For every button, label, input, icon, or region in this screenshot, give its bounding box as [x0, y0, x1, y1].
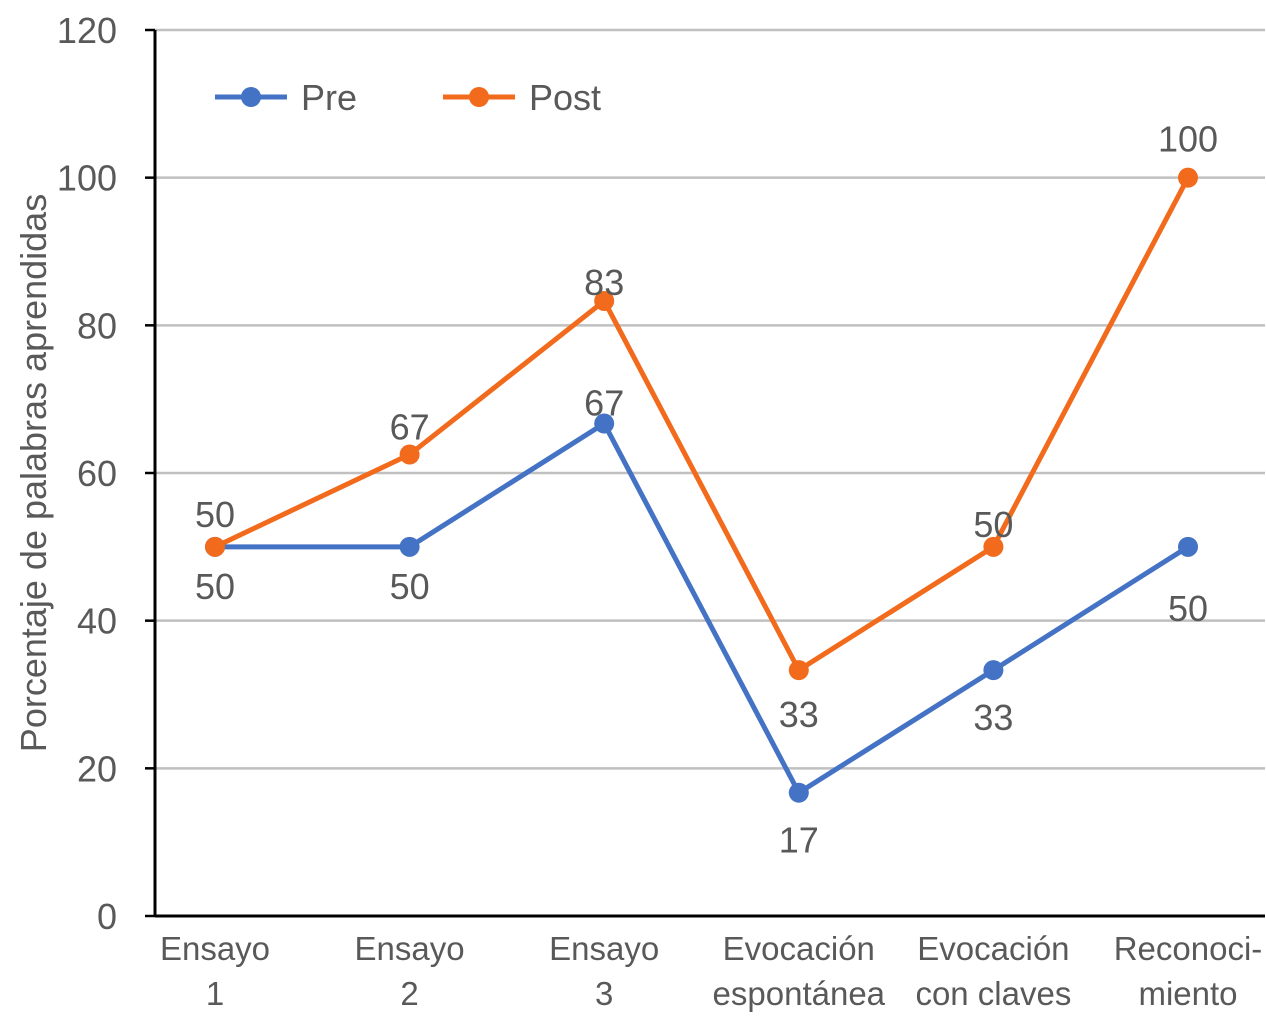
- y-tick-label: 120: [57, 10, 117, 51]
- data-label-pre: 17: [779, 820, 819, 861]
- x-tick-label: Ensayo: [549, 930, 659, 967]
- data-label-pre: 50: [1168, 588, 1208, 629]
- y-tick-label: 20: [77, 748, 117, 789]
- y-axis-label: Porcentaje de palabras aprendidas: [13, 194, 54, 752]
- data-label-post: 33: [779, 694, 819, 735]
- data-label-post: 100: [1158, 119, 1218, 160]
- data-label-post: 83: [584, 262, 624, 303]
- x-tick-label: 3: [595, 975, 613, 1012]
- data-point-post: [205, 536, 225, 557]
- data-label-pre: 33: [973, 697, 1013, 738]
- y-tick-label: 40: [77, 601, 117, 642]
- data-point-pre: [983, 660, 1004, 681]
- data-point-pre: [399, 536, 420, 557]
- series-line-pre: [215, 421, 1190, 796]
- data-point-pre: [594, 413, 615, 434]
- legend-label-post: Post: [529, 77, 601, 118]
- data-label-post: 50: [973, 504, 1013, 545]
- y-tick-label: 60: [77, 453, 117, 494]
- x-tick-label: Ensayo: [160, 930, 270, 967]
- data-point-post: [594, 290, 615, 311]
- data-label-post: 67: [390, 407, 430, 448]
- data-point-post: [788, 660, 809, 681]
- series-line-post: [213, 176, 1191, 673]
- x-tick-label: Evocación: [723, 930, 875, 967]
- legend-marker-post: [469, 87, 489, 107]
- data-label-pre: 50: [390, 566, 430, 607]
- x-tick-label: miento: [1138, 975, 1237, 1012]
- data-label-pre: 50: [195, 566, 235, 607]
- x-tick-label: 2: [400, 975, 418, 1012]
- data-label-pre: 67: [584, 383, 624, 424]
- y-tick-label: 100: [57, 158, 117, 199]
- data-point-post: [1178, 167, 1198, 188]
- data-point-pre: [788, 782, 809, 803]
- y-tick-label: 0: [97, 896, 117, 937]
- data-point-pre: [1178, 536, 1198, 557]
- x-tick-label: Reconoci-: [1114, 930, 1263, 967]
- legend-marker-pre: [241, 87, 261, 107]
- x-tick-label: Evocación: [917, 930, 1069, 967]
- data-point-post: [399, 444, 420, 465]
- data-label-post: 50: [195, 494, 235, 535]
- x-tick-label: Ensayo: [355, 930, 465, 967]
- data-point-post: [983, 536, 1004, 557]
- x-tick-label: espontánea: [713, 975, 886, 1012]
- x-tick-label: con claves: [915, 975, 1071, 1012]
- legend-label-pre: Pre: [301, 77, 357, 118]
- x-tick-label: 1: [206, 975, 224, 1012]
- y-tick-label: 80: [77, 305, 117, 346]
